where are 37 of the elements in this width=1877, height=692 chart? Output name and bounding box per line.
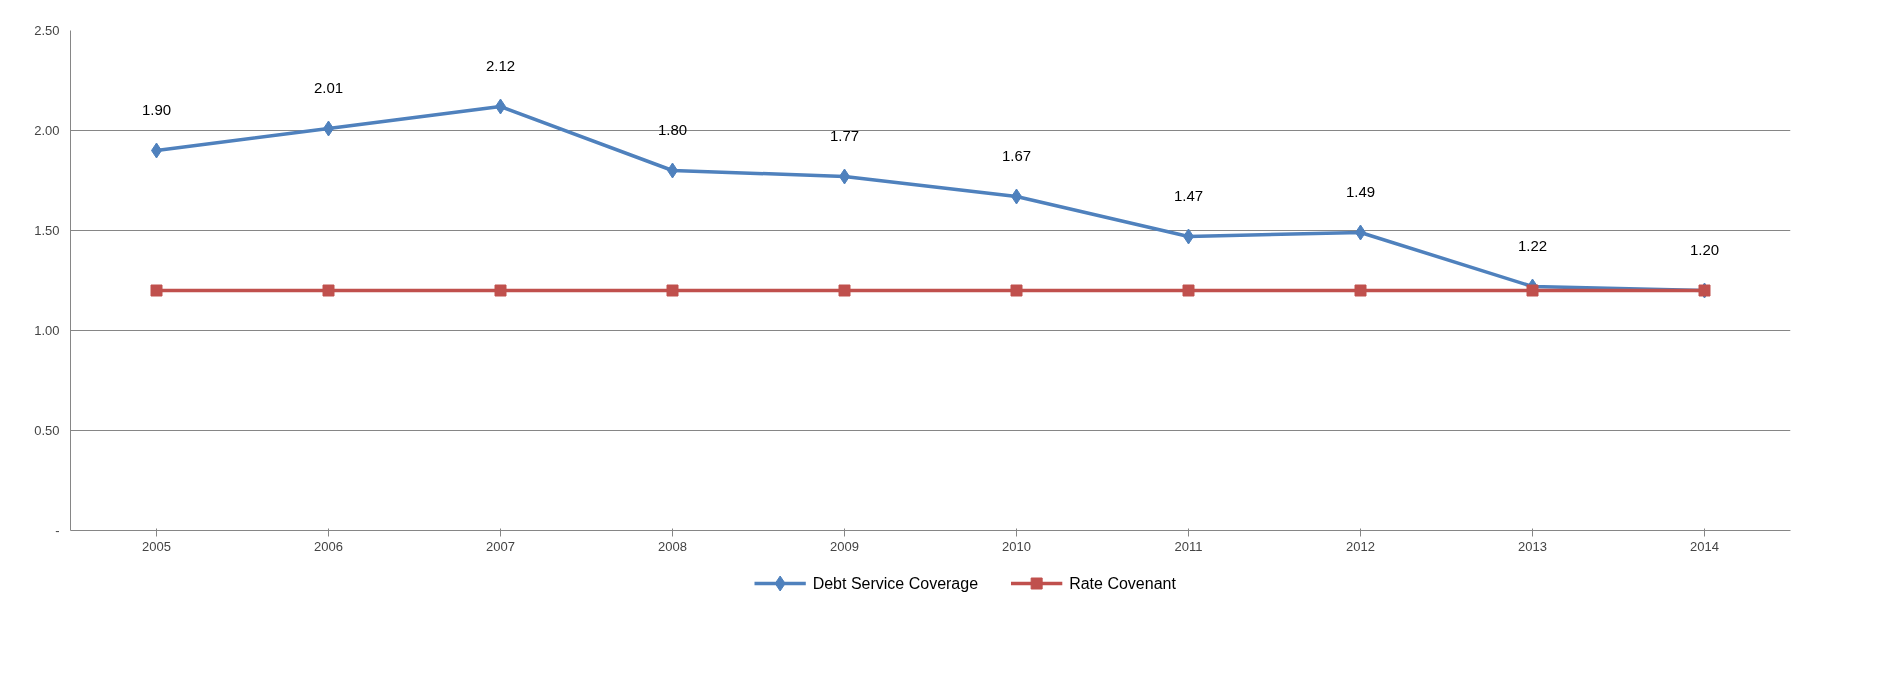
x-tick-label: 2014 — [1690, 538, 1719, 554]
y-tick-label: 1.00 — [34, 323, 60, 338]
x-tick-label: 2007 — [486, 538, 515, 554]
data-label: 1.90 — [141, 100, 172, 118]
data-label: 1.49 — [1345, 182, 1376, 200]
y-tick-label: 0.50 — [34, 423, 60, 438]
point — [150, 284, 163, 297]
data-label: 1.22 — [1517, 236, 1548, 254]
point — [838, 284, 851, 297]
y-tick-label: 2.00 — [34, 123, 60, 138]
point — [1182, 284, 1195, 297]
data-label: 1.77 — [829, 126, 860, 144]
y-tick-label: 2.50 — [34, 23, 60, 38]
data-label: 1.67 — [1001, 146, 1032, 164]
point — [666, 284, 679, 297]
y-tick-label: - — [55, 523, 60, 538]
x-tick-label: 2012 — [1346, 538, 1375, 554]
x-tick-label: 2009 — [830, 538, 859, 554]
data-label: 2.01 — [313, 78, 344, 96]
data-label: 1.20 — [1689, 240, 1720, 258]
data-label: 1.80 — [657, 120, 688, 138]
legend-label: Rate Covenant — [1069, 575, 1177, 592]
data-label: 2.12 — [485, 56, 516, 74]
point — [1010, 284, 1023, 297]
point — [322, 284, 335, 297]
legend-label: Debt Service Coverage — [812, 575, 979, 592]
x-tick-label: 2006 — [314, 538, 343, 554]
x-tick-label: 2005 — [142, 538, 171, 554]
data-label: 1.47 — [1173, 186, 1204, 204]
y-tick-label: 1.50 — [34, 223, 60, 238]
x-tick-label: 2011 — [1174, 538, 1203, 554]
x-tick-label: 2010 — [1002, 538, 1031, 554]
point — [1526, 284, 1539, 297]
x-tick-label: 2008 — [658, 538, 687, 554]
point — [1354, 284, 1367, 297]
point — [494, 284, 507, 297]
x-tick-label: 2013 — [1518, 538, 1547, 554]
